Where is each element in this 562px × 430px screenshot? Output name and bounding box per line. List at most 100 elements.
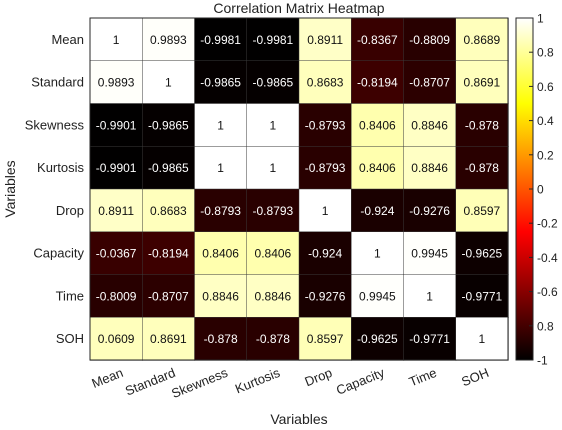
heatmap-cell-label: 0.8846: [411, 161, 448, 175]
x-tick-label: Drop: [302, 365, 334, 389]
heatmap-cell: [194, 231, 248, 276]
x-tick-label: SOH: [459, 365, 491, 389]
heatmap-cell-label: 0.8406: [359, 118, 396, 132]
heatmap-cell-label: -0.9901: [96, 118, 137, 132]
heatmap-cell: [194, 274, 248, 318]
heatmap-cell-label: -0.878: [465, 118, 499, 132]
heatmap-cell-label: 1: [270, 118, 277, 132]
heatmap-cell-label: -0.8194: [148, 247, 189, 261]
heatmap-cell-label: 0.8846: [202, 289, 239, 303]
heatmap-cell-label: 0.8691: [464, 76, 501, 90]
y-tick-label: SOH: [56, 331, 84, 346]
heatmap-cell: [455, 231, 509, 276]
colorbar-ticks: 1 0.8 0.6 0.4 0.2 0 -0.2 -0.4 -0.6 0.8 -1: [529, 12, 558, 368]
heatmap-cell: [298, 17, 352, 62]
heatmap-cell: [246, 60, 300, 105]
heatmap-cell: [298, 103, 352, 147]
heatmap-cell: [246, 188, 300, 233]
heatmap-cell-label: 1: [217, 118, 224, 132]
heatmap-cell-label: 0.8846: [411, 118, 448, 132]
heatmap-cell: [455, 17, 509, 62]
heatmap-cell: [142, 103, 196, 147]
heatmap-cell: [403, 231, 457, 276]
heatmap-cell-label: 0.9893: [150, 33, 187, 47]
x-tick-label: Time: [407, 365, 439, 390]
x-tick-label: Kurtosis: [233, 365, 283, 397]
heatmap-cell-label: 0.8691: [150, 332, 187, 346]
heatmap-cell-label: -0.9865: [200, 76, 241, 90]
heatmap-cell-label: 1: [479, 332, 486, 346]
y-tick-label: Kurtosis: [37, 160, 84, 175]
heatmap-cell-label: 0.9945: [411, 247, 448, 261]
chart-title: Correlation Matrix Heatmap: [213, 0, 384, 16]
heatmap-cell-label: 0.9893: [98, 76, 135, 90]
heatmap-cell-label: 0.8846: [255, 289, 292, 303]
colorbar-tick-label: 0.8: [537, 319, 554, 333]
heatmap-cell: [403, 60, 457, 105]
heatmap-cell: [142, 231, 196, 276]
heatmap-cell: [455, 317, 509, 361]
heatmap-cell: [89, 17, 143, 62]
heatmap-cell-label: -0.9771: [409, 332, 450, 346]
heatmap-cell-label: -0.9901: [96, 161, 137, 175]
x-tick-label: Skewness: [169, 365, 230, 401]
heatmap-cell: [298, 188, 352, 233]
heatmap-cell: [351, 188, 405, 233]
heatmap-cell: [298, 317, 352, 361]
heatmap-cell-label: -0.9276: [409, 204, 450, 218]
heatmap-cell-label: 1: [374, 247, 381, 261]
colorbar-tick-label: -0.2: [537, 217, 558, 231]
heatmap-cell: [89, 103, 143, 147]
heatmap-cell: [246, 103, 300, 147]
heatmap-cell: [246, 146, 300, 190]
heatmap-cell-label: 0.8689: [464, 33, 501, 47]
heatmap-cell-label: -0.9865: [148, 161, 189, 175]
heatmap-cell: [351, 60, 405, 105]
heatmap-cell-label: 1: [113, 33, 120, 47]
heatmap-cell-label: -0.8793: [305, 118, 346, 132]
heatmap-cell-label: 0.9945: [359, 289, 396, 303]
heatmap-cell-label: 1: [426, 289, 433, 303]
y-axis-tick-labels: Mean Standard Skewness Kurtosis Drop Capacity…: [25, 32, 85, 346]
heatmap-cell: [194, 188, 248, 233]
heatmap-cell: [298, 60, 352, 105]
heatmap-cell: [351, 231, 405, 276]
colorbar-tick-label: 1: [537, 12, 544, 26]
heatmap-cell-label: 0.0609: [98, 332, 135, 346]
heatmap-cell-label: -0.8367: [357, 33, 398, 47]
heatmap-cell-label: -0.8793: [200, 204, 241, 218]
heatmap-cell-label: -0.878: [204, 332, 238, 346]
heatmap-cell-label: 1: [165, 76, 172, 90]
heatmap-cell: [194, 146, 248, 190]
colorbar-tick-label: 0: [537, 183, 544, 197]
colorbar-tick-label: -0.6: [537, 285, 558, 299]
heatmap-cell-label: 0.8683: [150, 204, 187, 218]
x-axis-label: Variables: [270, 411, 327, 427]
heatmap-cell-label: -0.924: [308, 247, 342, 261]
heatmap-cell-label: -0.9981: [253, 33, 294, 47]
heatmap-cell: [403, 146, 457, 190]
heatmap-cell-label: -0.878: [465, 161, 499, 175]
colorbar-tick-label: -0.4: [537, 251, 558, 265]
heatmap-cell: [455, 188, 509, 233]
heatmap-cell: [403, 103, 457, 147]
heatmap-cell-label: -0.8009: [96, 289, 137, 303]
heatmap-cell: [351, 274, 405, 318]
y-tick-label: Capacity: [33, 246, 84, 261]
heatmap-cell: [142, 60, 196, 105]
heatmap-cell-label: -0.8793: [305, 161, 346, 175]
heatmap-cell: [246, 17, 300, 62]
heatmap-cell: [455, 60, 509, 105]
heatmap-cell: [298, 146, 352, 190]
plot-frame: [89, 17, 509, 361]
heatmap-cell: [351, 103, 405, 147]
heatmap-cell-label: 0.8683: [307, 76, 344, 90]
heatmap-cell-label: -0.9865: [148, 118, 189, 132]
heatmap-cell-label: 0.8911: [307, 33, 343, 47]
heatmap-cell-label: -0.8793: [253, 204, 294, 218]
heatmap-cells: [89, 17, 509, 361]
heatmap-cell-label: -0.9865: [253, 76, 294, 90]
heatmap-cell-label: -0.0367: [96, 247, 137, 261]
x-tick-label: Mean: [89, 365, 125, 391]
